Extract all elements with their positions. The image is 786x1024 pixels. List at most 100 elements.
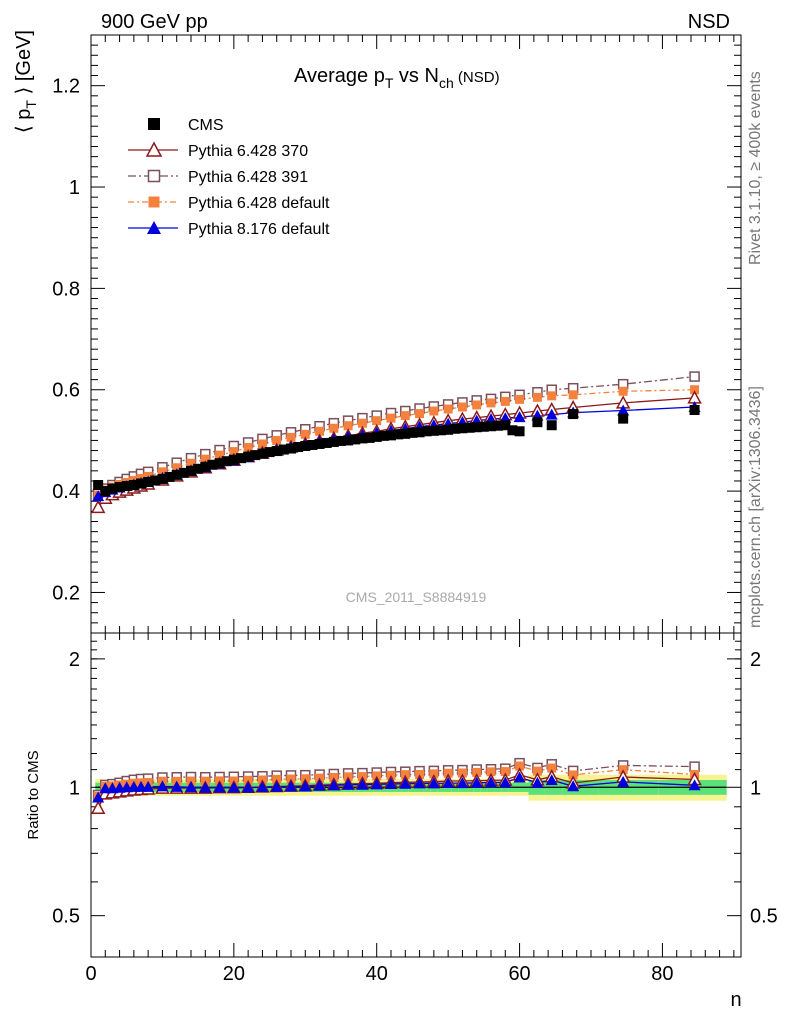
y-tick-label: 1: [69, 177, 80, 199]
cms-point: [164, 471, 175, 482]
series-point: [532, 392, 542, 402]
series-point: [357, 418, 367, 428]
x-tick-label: 80: [651, 963, 673, 985]
cms-point: [436, 425, 446, 436]
series-point: [415, 409, 425, 419]
cms-point: [250, 450, 261, 461]
cms-point: [150, 475, 161, 486]
cms-point: [228, 454, 239, 465]
series-point: [315, 426, 325, 436]
ratio-point: [413, 777, 426, 789]
legend-label: Pythia 6.428 391: [188, 169, 308, 186]
series-point: [286, 432, 296, 442]
ratio-point: [486, 767, 496, 777]
ratio-point: [472, 767, 482, 777]
ratio-point: [470, 776, 483, 788]
ratio-point: [499, 776, 512, 788]
ratio-point: [399, 777, 412, 789]
cms-point: [314, 438, 325, 449]
x-tick-label: 40: [366, 963, 388, 985]
cms-point: [328, 436, 339, 447]
cms-point: [293, 442, 304, 453]
ratio-point: [545, 774, 558, 786]
series-point: [618, 386, 628, 396]
ratio-plot-frame: [90, 632, 742, 958]
ratio-point: [485, 776, 497, 788]
cms-point: [450, 423, 461, 434]
series-point: [443, 404, 453, 414]
ratio-point: [427, 777, 440, 789]
legend-label: Pythia 6.428 370: [188, 143, 308, 160]
cms-point: [457, 423, 468, 434]
ratio-point: [429, 769, 439, 779]
ratio-point: [242, 781, 255, 793]
ratio-point: [213, 781, 226, 793]
ratio-y-tick-label-right: 0.5: [750, 906, 778, 928]
series-point: [472, 400, 482, 410]
cms-point: [486, 421, 496, 432]
ratio-point: [456, 777, 469, 789]
cms-point: [364, 432, 375, 443]
cms-point: [421, 426, 432, 437]
ylabel-tail: ⟩ [GeV]: [13, 30, 35, 100]
ratio-point: [256, 781, 269, 793]
ratio-y-tick-label-right: 2: [750, 649, 761, 671]
cms-point: [200, 461, 211, 472]
cms-point: [407, 427, 418, 438]
y-axis-label: ⟨ pT ⟩ [GeV]: [13, 30, 39, 133]
cms-point: [514, 426, 525, 437]
cms-point: [443, 424, 454, 435]
cms-point: [568, 409, 579, 420]
ratio-point: [400, 770, 410, 780]
cms-point: [100, 486, 111, 497]
cms-point: [393, 429, 404, 440]
cms-point: [136, 478, 146, 489]
header-left-label: 900 GeV pp: [101, 11, 208, 33]
ratio-point: [185, 781, 197, 793]
cms-point: [121, 481, 132, 492]
cms-point: [300, 440, 311, 451]
series-line: [97, 406, 695, 497]
series-point: [545, 408, 558, 420]
ratio-point: [688, 779, 701, 791]
cms-point: [478, 421, 489, 432]
cms-point: [321, 437, 332, 448]
ratio-point: [270, 780, 283, 792]
cms-point: [107, 483, 118, 494]
cms-point: [171, 469, 182, 480]
series-point: [513, 411, 526, 423]
cms-point: [214, 458, 225, 469]
analysis-watermark: CMS_2011_S8884919: [346, 589, 487, 605]
series-point: [172, 463, 182, 473]
ratio-point: [227, 781, 240, 793]
ratio-y-axis-label: Ratio to CMS: [25, 750, 42, 839]
cms-point: [507, 425, 518, 436]
ratio-point: [531, 776, 544, 788]
ratio-point: [567, 780, 580, 792]
cms-point: [243, 451, 254, 462]
series-point: [186, 458, 196, 468]
cms-point: [257, 448, 268, 459]
cms-point: [264, 447, 275, 458]
series-point: [689, 371, 700, 382]
ratio-points: [90, 757, 702, 814]
ratio-point: [513, 771, 526, 783]
cms-point: [400, 428, 411, 439]
series-point: [547, 391, 557, 401]
series-point: [157, 467, 167, 477]
ratio-point: [285, 780, 297, 792]
ratio-point: [457, 768, 467, 778]
cms-point: [689, 405, 700, 416]
ratio-point: [156, 780, 169, 792]
cms-point: [93, 480, 104, 491]
series-point: [92, 490, 105, 502]
series-point: [515, 394, 525, 404]
ratio-point: [299, 780, 312, 792]
cms-point: [357, 433, 368, 444]
ratio-point: [568, 770, 578, 780]
series-line: [97, 389, 695, 496]
cms-point: [428, 425, 439, 436]
ylabel-main: ⟨ p: [13, 109, 35, 133]
ratio-point: [689, 761, 700, 772]
ratio-point: [313, 779, 326, 791]
